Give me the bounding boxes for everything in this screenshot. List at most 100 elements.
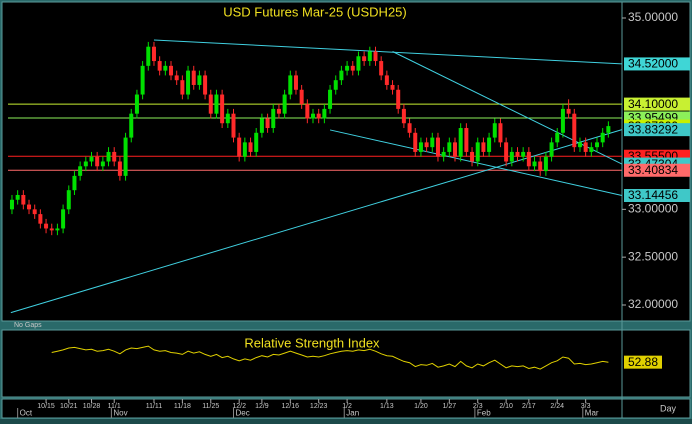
x-tick-label: 11/18	[174, 403, 191, 410]
candle-body	[543, 156, 548, 172]
month-label: Nov	[113, 409, 127, 418]
level-label: 33.83292	[628, 122, 678, 136]
candle-body	[191, 70, 196, 85]
candle-body	[157, 61, 162, 71]
candle-body	[151, 46, 156, 62]
level-box	[624, 163, 690, 177]
candle-body	[305, 104, 310, 119]
y-tick-label: 32.50000	[628, 249, 678, 263]
candle-body	[532, 161, 537, 167]
candle-body	[396, 89, 401, 109]
candle-body	[271, 108, 276, 129]
candle-body	[560, 108, 565, 133]
price-panel	[1, 1, 691, 322]
candle-body	[487, 137, 492, 152]
rsi-line	[51, 345, 609, 370]
candle-body	[248, 142, 253, 152]
candle-body	[169, 65, 174, 76]
candle-body	[32, 209, 37, 215]
month-label: Feb	[477, 409, 491, 418]
candle-body	[424, 142, 429, 148]
candle-body	[288, 75, 293, 95]
x-tick-label: 2/17	[522, 403, 536, 410]
rsi-title: Relative Strength Index	[244, 335, 380, 350]
candle-body	[362, 56, 367, 62]
candle-body	[600, 132, 605, 143]
candle-body	[333, 80, 338, 90]
candle-body	[61, 209, 66, 229]
trendline	[10, 129, 623, 314]
candle-body	[316, 113, 321, 119]
candle-body	[453, 142, 458, 157]
level-label: 33.14456	[628, 188, 678, 202]
candle-body	[134, 94, 139, 114]
x-tick-label: 10/21	[60, 403, 78, 410]
candle-body	[311, 113, 316, 119]
candle-body	[566, 108, 571, 114]
level-box	[624, 57, 690, 71]
level-box	[624, 189, 690, 203]
candle-body	[140, 65, 145, 95]
y-tick-label: 35.00000	[628, 10, 678, 24]
x-tick-label: 10/28	[83, 403, 101, 410]
candle-body	[225, 113, 230, 124]
candle-body	[231, 113, 236, 138]
candle-body	[237, 137, 242, 157]
x-tick-label: 3/3	[581, 403, 591, 410]
x-tick-label: 2/3	[473, 403, 483, 410]
month-label: Dec	[235, 409, 249, 418]
candle-body	[356, 56, 361, 71]
trendline	[329, 129, 623, 196]
candle-body	[447, 142, 452, 152]
candle-body	[214, 94, 219, 114]
x-tick-label: 11/25	[202, 403, 219, 410]
candle-body	[95, 156, 100, 167]
candle-body	[44, 223, 49, 229]
candle-body	[123, 137, 128, 176]
candle-body	[129, 113, 134, 138]
candle-body	[83, 161, 88, 167]
candle-body	[100, 161, 105, 167]
candle-body	[595, 142, 600, 148]
candle-body	[413, 132, 418, 152]
candle-body	[186, 70, 191, 95]
candle-body	[27, 204, 32, 210]
candle-body	[55, 228, 60, 231]
candle-body	[242, 142, 247, 157]
candle-body	[367, 51, 372, 62]
candle-body	[276, 108, 281, 114]
candle-body	[350, 65, 355, 71]
candle-body	[515, 151, 520, 157]
candle-body	[21, 194, 26, 205]
candle-body	[583, 142, 588, 152]
x-tick-label: 11/1	[108, 403, 121, 410]
candle-body	[481, 142, 486, 152]
candle-body	[38, 214, 43, 224]
month-label: Oct	[20, 409, 33, 418]
y-tick-label: 32.00000	[628, 297, 678, 311]
candle-body	[259, 118, 264, 133]
candle-body	[498, 123, 503, 143]
candle-body	[265, 118, 270, 129]
candle-body	[299, 89, 304, 105]
candle-body	[430, 137, 435, 148]
candle-body	[293, 75, 298, 90]
x-tick-label: 2/10	[499, 403, 513, 410]
candle-body	[197, 75, 202, 85]
candle-body	[470, 151, 475, 162]
candle-body	[9, 199, 14, 210]
x-tick-label: 11/11	[146, 403, 163, 410]
candle-body	[208, 94, 213, 114]
x-tick-label: 10/15	[37, 403, 55, 410]
candle-body	[146, 46, 151, 66]
candle-body	[407, 123, 412, 133]
candle-body	[220, 94, 225, 124]
note: No Gaps	[14, 322, 42, 329]
x-tick-label: 12/9	[255, 403, 269, 410]
candle-body	[492, 123, 497, 138]
candle-body	[504, 142, 509, 162]
candle-body	[458, 128, 463, 157]
rsi-value-label: 52.88	[628, 355, 658, 369]
level-box	[624, 97, 690, 111]
